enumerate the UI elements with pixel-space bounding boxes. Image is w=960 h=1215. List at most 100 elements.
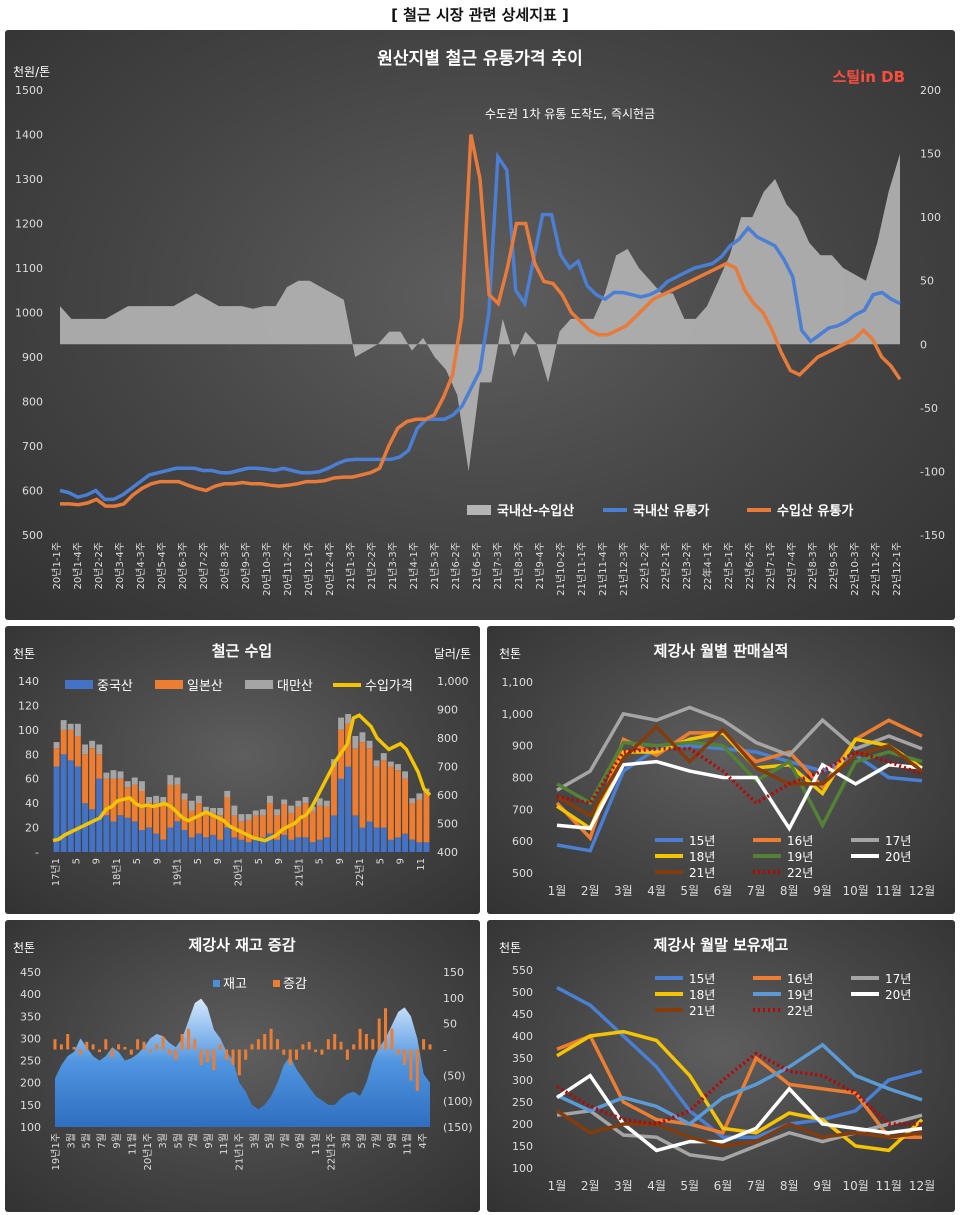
page-title: [ 철근 시장 관련 상세지표 ]: [391, 6, 569, 24]
bar: [352, 815, 359, 852]
x-tick-label: 21년10-2주: [555, 542, 567, 596]
x-tick-label: 3월: [614, 884, 633, 898]
chart-title: 제강사 월말 보유재고: [654, 936, 789, 954]
x-tick-label: 8월: [780, 1179, 799, 1193]
x-tick-label: 5: [132, 858, 143, 864]
bar: [174, 784, 181, 822]
x-tick-label: 20년1-4주: [72, 542, 84, 589]
legend-label: 국내산 유통가: [633, 503, 709, 519]
y2-axis-label: 달러/톤: [434, 647, 471, 661]
y-tick-label: 400: [20, 988, 41, 1001]
bar: [252, 839, 259, 852]
y-tick-label: 150: [512, 1140, 533, 1153]
y-tick-label: 100: [18, 724, 39, 737]
x-tick-label: 9: [396, 858, 407, 864]
bar: [89, 809, 96, 853]
bar: [339, 1041, 343, 1050]
bar: [352, 736, 359, 749]
bar: [416, 799, 423, 843]
chart-subtitle: 수도권 1차 유통 도착도, 즉시현금: [485, 107, 655, 121]
x-tick-label: 1월: [548, 884, 567, 898]
bar: [359, 827, 366, 852]
bar: [352, 748, 359, 816]
bar: [74, 766, 81, 852]
bar: [331, 815, 337, 852]
bar: [148, 1049, 152, 1053]
bar: [136, 1039, 140, 1050]
x-tick-label: 8월: [780, 884, 799, 898]
bar: [74, 723, 81, 736]
bar: [174, 777, 181, 785]
bar: [123, 1046, 127, 1050]
x-tick-label: 22년7-1주: [765, 542, 777, 589]
bar: [85, 1041, 89, 1050]
bar: [117, 1044, 121, 1050]
y-tick-label: 600: [512, 835, 533, 848]
y2-tick-label: -50: [920, 402, 938, 415]
x-tick-label: 4주: [418, 1133, 429, 1149]
bar: [245, 842, 252, 852]
x-tick-label: 21년8-3주: [513, 542, 525, 589]
x-tick-label: 22년9-5주: [828, 542, 840, 589]
bar: [60, 720, 67, 730]
bar: [323, 806, 330, 838]
bar: [269, 1028, 273, 1050]
y-tick-label: 900: [512, 740, 533, 753]
bar: [314, 1049, 318, 1053]
x-tick-label: 3월: [65, 1133, 77, 1149]
y-tick-label: 500: [22, 529, 43, 542]
bar: [359, 732, 366, 743]
bar: [345, 714, 352, 724]
bar: [110, 778, 117, 822]
bar: [366, 748, 373, 822]
y-tick-label: 1000: [15, 307, 43, 320]
bar: [110, 770, 117, 779]
bar: [409, 803, 416, 840]
bar: [252, 815, 259, 840]
x-tick-label: 20년9-5주: [240, 542, 252, 589]
y-axis-label: 천톤: [499, 940, 521, 955]
x-tick-label: 22년2-1주: [660, 542, 672, 589]
bar: [66, 1034, 70, 1050]
bar: [403, 1049, 407, 1065]
bar: [281, 834, 288, 852]
legend-swatch: [213, 980, 220, 987]
y-tick-label: 500: [512, 867, 533, 880]
bar: [259, 837, 266, 852]
x-tick-label: 5: [193, 858, 204, 864]
bar: [390, 1028, 394, 1050]
y-tick-label: 800: [22, 396, 43, 409]
bar: [387, 761, 394, 767]
bar: [117, 771, 124, 779]
x-tick-label: 17년1: [50, 858, 62, 886]
bar: [117, 815, 124, 852]
bar: [238, 839, 245, 852]
rebar-import-chart: 철근 수입 천톤 달러/톤 - 20 40 60 80 100 120 140 400 500 600 70…: [13, 642, 471, 886]
x-tick-label: 9: [92, 858, 103, 864]
y-tick-label: 600: [22, 485, 43, 498]
y-axis-label: 천톤: [13, 646, 35, 661]
bar: [53, 748, 60, 767]
bar: [307, 1041, 311, 1050]
x-tick-label: 20년1-1주: [51, 542, 63, 589]
month-end-inventory-chart: 제강사 월말 보유재고 천톤 100 150 200 250 300 350 400 450 500…: [499, 936, 935, 1193]
bar: [387, 766, 394, 840]
x-tick-label: 20년4-3주: [135, 542, 147, 589]
x-tick-label: 21년2-2주: [366, 542, 378, 589]
bar: [103, 815, 110, 852]
bar: [53, 1039, 57, 1050]
x-tick-label: 7월: [279, 1133, 291, 1149]
x-tick-label: 20년6-3주: [177, 542, 189, 589]
x-tick-label: 20년12-1주: [303, 542, 315, 596]
y2-tick-label: 600: [437, 789, 458, 802]
y2-tick-label: 100: [920, 211, 941, 224]
bar: [231, 1049, 235, 1065]
x-tick-label: 5: [254, 858, 265, 864]
bar: [323, 800, 330, 807]
x-tick-label: 7월: [747, 1179, 766, 1193]
bar: [366, 740, 373, 749]
bar: [206, 1049, 209, 1063]
x-tick-label: 6월: [714, 1179, 733, 1193]
y-tick-label: 500: [512, 986, 533, 999]
bar: [295, 837, 302, 852]
